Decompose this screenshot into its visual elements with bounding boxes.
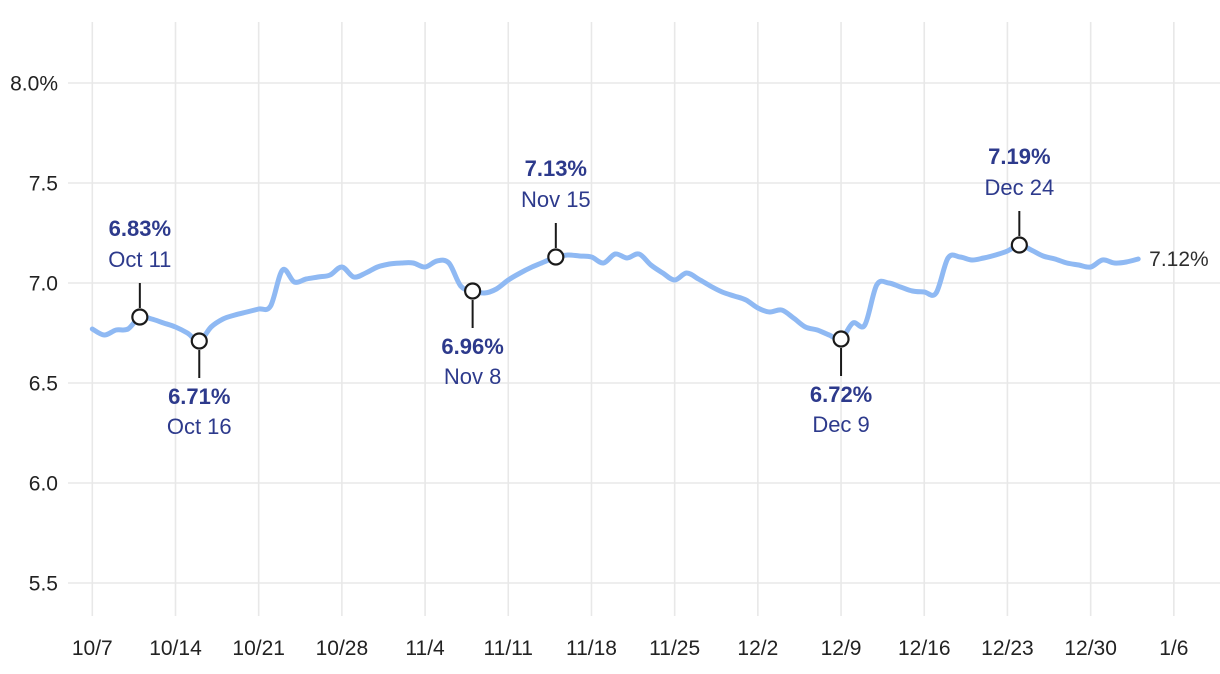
y-axis-label: 6.5	[29, 373, 58, 396]
annotation-date: Oct 11	[108, 247, 171, 272]
annotation-marker[interactable]	[832, 330, 850, 348]
y-axis-label: 6.0	[29, 473, 58, 496]
vertical-gridlines	[91, 22, 1175, 616]
x-axis-label: 12/30	[1064, 637, 1117, 660]
annotation-nov-8: 6.96% Nov 8	[441, 282, 504, 389]
x-axis-label: 11/18	[566, 637, 617, 660]
annotation-value: 6.83%	[109, 216, 171, 241]
annotation-marker[interactable]	[190, 332, 208, 350]
y-axis-label: 7.0	[29, 273, 58, 296]
x-axis-label: 11/11	[484, 637, 533, 660]
horizontal-gridlines	[68, 82, 1220, 584]
x-axis-label: 10/7	[72, 637, 113, 660]
rate-line	[89, 242, 1141, 344]
x-axis-label: 10/21	[232, 637, 285, 660]
annotation-value: 7.19%	[988, 144, 1050, 169]
annotation-dec-24: 7.19% Dec 24	[984, 144, 1054, 254]
annotation-dec-9: 6.72% Dec 9	[810, 330, 872, 437]
annotation-marker[interactable]	[547, 248, 565, 266]
y-axis: 8.0% 7.5 7.0 6.5 6.0 5.5	[10, 73, 58, 596]
annotation-oct-16: 6.71% Oct 16	[167, 332, 232, 439]
annotation-value: 6.71%	[168, 384, 230, 409]
annotation-oct-11: 6.83% Oct 11	[108, 216, 171, 326]
annotation-date: Dec 9	[812, 412, 869, 437]
annotation-date: Oct 16	[167, 414, 232, 439]
x-axis-label: 12/16	[898, 637, 951, 660]
annotation-marker[interactable]	[131, 308, 149, 326]
annotation-date: Nov 15	[521, 187, 591, 212]
x-axis-label: 12/23	[981, 637, 1034, 660]
x-axis-label: 12/9	[821, 637, 862, 660]
x-axis-label: 10/28	[316, 637, 369, 660]
annotation-value: 7.13%	[525, 156, 587, 181]
x-axis: 10/7 10/14 10/21 10/28 11/4 11/11 11/18 11/25 12…	[72, 637, 1189, 660]
x-axis-label: 10/14	[149, 637, 202, 660]
annotation-nov-15: 7.13% Nov 15	[521, 156, 591, 266]
x-axis-label: 11/4	[405, 637, 445, 660]
annotation-value: 6.96%	[441, 334, 503, 359]
x-axis-label: 12/2	[737, 637, 778, 660]
x-axis-label: 11/25	[649, 637, 700, 660]
x-axis-label: 1/6	[1159, 637, 1188, 660]
annotation-date: Nov 8	[444, 364, 501, 389]
annotation-marker[interactable]	[1010, 236, 1028, 254]
y-axis-label: 8.0%	[10, 73, 58, 96]
y-axis-label: 5.5	[29, 573, 58, 596]
y-axis-label: 7.5	[29, 173, 58, 196]
annotation-value: 6.72%	[810, 382, 872, 407]
current-rate-label: 7.12%	[1149, 248, 1209, 271]
annotation-date: Dec 24	[984, 175, 1054, 200]
annotation-marker[interactable]	[464, 282, 482, 300]
